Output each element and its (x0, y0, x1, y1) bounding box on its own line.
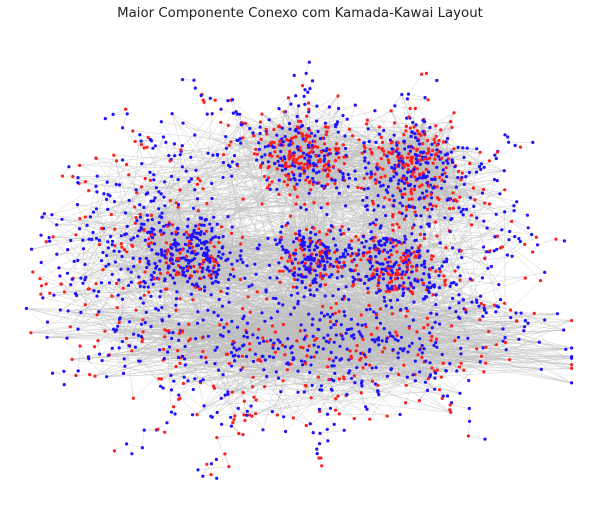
network-plot (0, 0, 600, 512)
figure-container: Maior Componente Conexo com Kamada-Kawai… (0, 0, 600, 512)
